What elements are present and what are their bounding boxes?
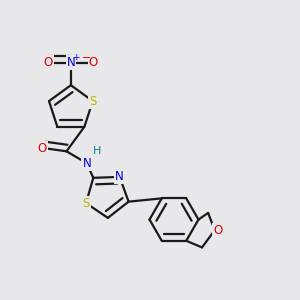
Text: N: N <box>115 170 124 183</box>
Text: H: H <box>93 146 101 156</box>
Text: O: O <box>88 56 98 69</box>
Text: N: N <box>82 157 91 170</box>
Text: S: S <box>89 94 96 108</box>
Text: O: O <box>38 142 46 155</box>
Text: N: N <box>67 56 75 69</box>
Text: S: S <box>82 196 90 210</box>
Text: −: − <box>82 53 92 63</box>
Text: +: + <box>73 53 80 62</box>
Text: O: O <box>44 56 53 69</box>
Text: O: O <box>213 224 222 237</box>
